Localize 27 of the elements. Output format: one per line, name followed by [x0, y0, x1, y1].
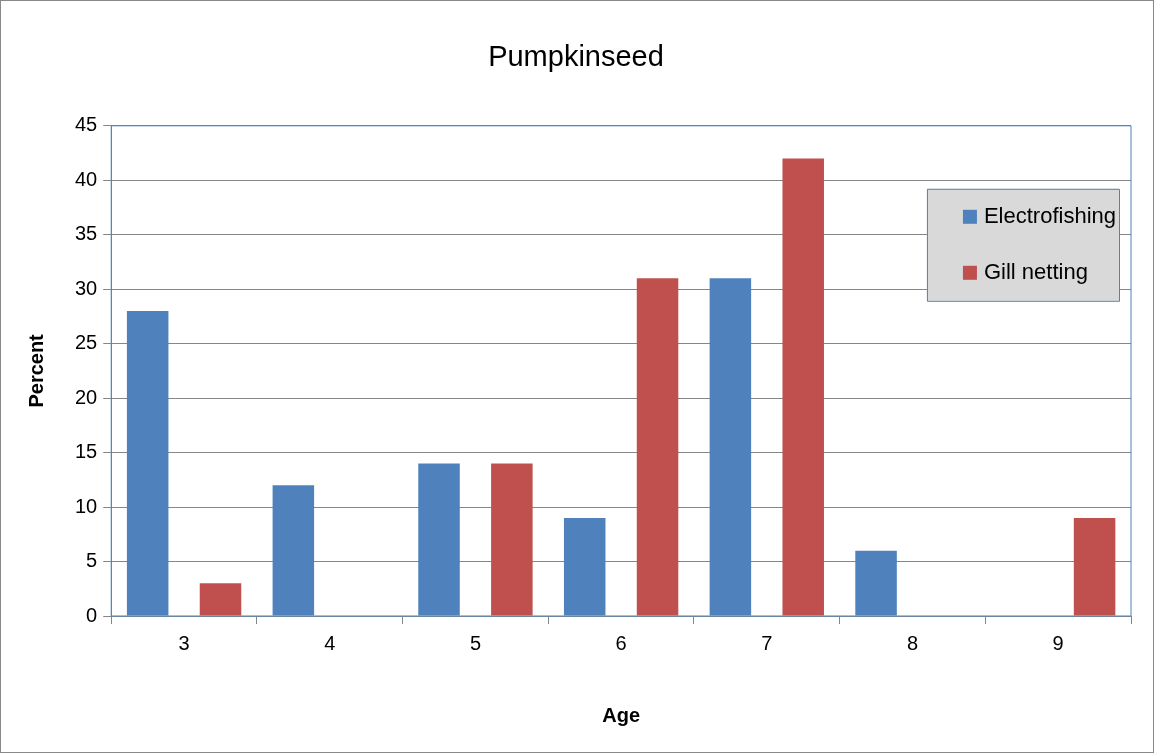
- x-tick-label: 4: [324, 631, 336, 654]
- legend-label: Electrofishing: [983, 202, 1117, 228]
- bar: [491, 463, 533, 616]
- x-tick-label: 3: [178, 631, 190, 654]
- y-tick-label: 30: [75, 276, 98, 299]
- bar: [782, 158, 824, 616]
- legend-label: Gill netting: [983, 258, 1088, 284]
- y-tick-label: 40: [75, 167, 98, 190]
- y-tick-label: 25: [75, 331, 98, 354]
- y-tick-label: 5: [86, 549, 98, 572]
- y-tick-label: 15: [75, 440, 98, 463]
- x-tick-label: 6: [615, 631, 627, 654]
- x-tick-label: 5: [469, 631, 482, 654]
- x-tick-label: 8: [906, 631, 919, 654]
- y-tick-label: 0: [86, 603, 98, 626]
- y-tick-label: 20: [75, 385, 98, 408]
- bar: [199, 583, 242, 616]
- y-tick-label: 45: [75, 113, 98, 136]
- y-axis-title: Percent: [24, 333, 47, 408]
- y-tick-label: 35: [75, 222, 98, 245]
- x-tick-label: 7: [761, 631, 773, 654]
- x-axis-title: Age: [602, 703, 641, 726]
- x-tick-label: 9: [1052, 631, 1064, 654]
- bar: [1073, 517, 1116, 616]
- chart-title: Pumpkinseed: [488, 40, 664, 73]
- bar: [636, 278, 679, 616]
- y-tick-label: 10: [75, 494, 98, 517]
